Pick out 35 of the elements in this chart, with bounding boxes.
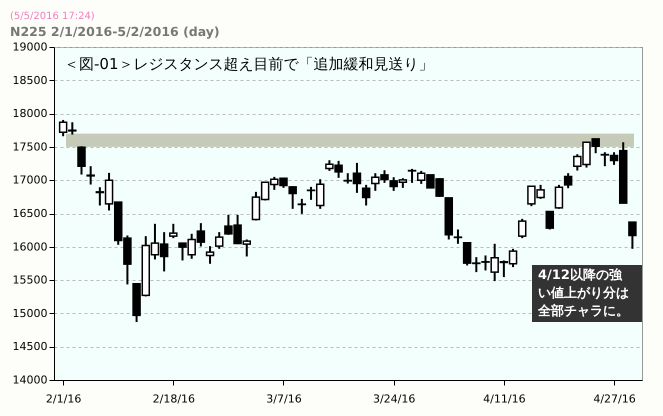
candlestick xyxy=(77,145,86,176)
candlestick xyxy=(628,221,637,250)
x-tick-label: 2/1/16 xyxy=(46,392,82,406)
y-tick-label: 19000 xyxy=(12,40,48,54)
candlestick xyxy=(206,245,214,265)
y-tick-label: 17000 xyxy=(12,174,48,187)
y-tick-label: 14500 xyxy=(12,340,48,354)
x-tick-label: 3/24/16 xyxy=(372,392,416,406)
candlestick xyxy=(564,172,572,190)
y-tick-label: 16000 xyxy=(12,240,48,254)
annotation: 4/12以降の強い値上がり分は全部チャラに。 xyxy=(537,267,629,319)
candlestick xyxy=(408,168,416,184)
y-tick-label: 16500 xyxy=(12,207,48,220)
y-tick-label: 18500 xyxy=(12,74,48,87)
candlestick xyxy=(169,222,178,240)
x-tick-label: 4/27/16 xyxy=(593,392,636,406)
y-tick-label: 14000 xyxy=(12,374,48,386)
x-tick-label: 4/11/16 xyxy=(483,392,526,406)
candlestick xyxy=(86,165,95,186)
annotation: ＜図-01＞レジスタンス超え目前で「追加緩和見送り」 xyxy=(64,55,434,73)
x-tick-label: 2/18/16 xyxy=(152,392,196,406)
y-tick-label: 15000 xyxy=(12,306,48,320)
y-tick-label: 18000 xyxy=(12,107,48,120)
y-tick-label: 15500 xyxy=(12,274,48,287)
candlestick xyxy=(518,218,526,240)
candlestick xyxy=(362,184,370,207)
candlestick xyxy=(298,198,306,215)
candlestick xyxy=(214,231,224,250)
text: (5/5/2016 17:24) xyxy=(10,11,95,22)
y-tick-label: 17500 xyxy=(12,140,48,154)
candlestick xyxy=(546,210,554,230)
candlestick xyxy=(554,184,564,210)
x-tick-label: 3/7/16 xyxy=(266,392,302,406)
chart-title: N225 2/1/2016-5/2/2016 (day) xyxy=(10,24,220,39)
candlestick xyxy=(454,228,462,245)
